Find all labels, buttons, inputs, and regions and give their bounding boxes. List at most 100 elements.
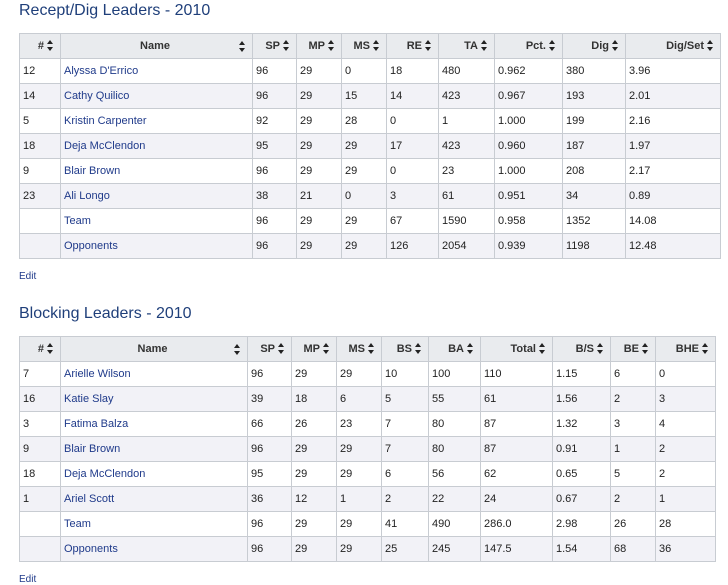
stat-cell: 2.98 xyxy=(552,511,611,537)
player-name-link[interactable]: Opponents xyxy=(60,536,248,562)
sort-icon[interactable] xyxy=(702,343,709,354)
column-header-mp[interactable]: MP xyxy=(296,33,342,59)
stat-cell: 36 xyxy=(655,536,716,562)
column-header-bhe[interactable]: BHE xyxy=(655,336,716,362)
stat-cell: 29 xyxy=(341,133,387,159)
column-header-ba[interactable]: BA xyxy=(428,336,481,362)
stat-cell: 29 xyxy=(296,83,342,109)
stat-cell: 29 xyxy=(341,233,387,259)
stat-cell: 12 xyxy=(19,58,61,84)
column-header-ta[interactable]: TA xyxy=(438,33,495,59)
stat-cell: 41 xyxy=(381,511,429,537)
sort-icon[interactable] xyxy=(278,343,285,354)
player-name-link[interactable]: Opponents xyxy=(60,233,253,259)
column-header-dig-set[interactable]: Dig/Set xyxy=(625,33,721,59)
column-header-name[interactable]: Name xyxy=(60,33,253,59)
table-row: Opponents 96 29 29 25 245 147.5 1.54 68 36 xyxy=(19,536,716,562)
sort-icon[interactable] xyxy=(328,40,335,51)
sort-icon[interactable] xyxy=(234,344,241,355)
column-header-number[interactable]: # xyxy=(19,336,61,362)
player-name-link[interactable]: Blair Brown xyxy=(60,436,248,462)
column-header-number[interactable]: # xyxy=(19,33,61,59)
stat-cell: 17 xyxy=(386,133,439,159)
sort-icon[interactable] xyxy=(47,40,54,51)
player-name-link[interactable]: Fatima Balza xyxy=(60,411,248,437)
stat-cell: 95 xyxy=(252,133,297,159)
player-name-link[interactable]: Cathy Quilico xyxy=(60,83,253,109)
stat-cell: 18 xyxy=(19,461,61,487)
player-name-link[interactable]: Ariel Scott xyxy=(60,486,248,512)
sort-icon[interactable] xyxy=(368,343,375,354)
sort-icon[interactable] xyxy=(415,343,422,354)
player-name-link[interactable]: Alyssa D'Errico xyxy=(60,58,253,84)
stat-cell: 29 xyxy=(291,511,337,537)
stat-cell: 208 xyxy=(562,158,626,184)
sort-icon[interactable] xyxy=(283,40,290,51)
edit-link[interactable]: Edit xyxy=(19,574,37,585)
sort-icon[interactable] xyxy=(323,343,330,354)
stat-cell: 1 xyxy=(19,486,61,512)
column-header-ms[interactable]: MS xyxy=(341,33,387,59)
column-header-mp[interactable]: MP xyxy=(291,336,337,362)
stat-cell: 18 xyxy=(291,386,337,412)
column-label: SP xyxy=(265,40,280,52)
stat-cell: 0.951 xyxy=(494,183,563,209)
player-name-link[interactable]: Ali Longo xyxy=(60,183,253,209)
stat-cell: 14 xyxy=(386,83,439,109)
stat-cell: 14.08 xyxy=(625,208,721,234)
player-name-link[interactable]: Deja McClendon xyxy=(60,461,248,487)
column-header-b-s[interactable]: B/S xyxy=(552,336,611,362)
player-name-link[interactable]: Team xyxy=(60,208,253,234)
sort-icon[interactable] xyxy=(239,41,246,52)
sort-icon[interactable] xyxy=(642,343,649,354)
column-header-sp[interactable]: SP xyxy=(252,33,297,59)
stat-cell: 1198 xyxy=(562,233,626,259)
column-header-be[interactable]: BE xyxy=(610,336,656,362)
column-header-ms[interactable]: MS xyxy=(336,336,382,362)
column-header-name[interactable]: Name xyxy=(60,336,248,362)
column-label: Dig/Set xyxy=(666,40,704,52)
sort-icon[interactable] xyxy=(47,343,54,354)
column-header-sp[interactable]: SP xyxy=(247,336,292,362)
player-name-link[interactable]: Arielle Wilson xyxy=(60,361,248,387)
player-name-link[interactable]: Deja McClendon xyxy=(60,133,253,159)
stat-cell: 96 xyxy=(247,511,292,537)
sort-icon[interactable] xyxy=(612,40,619,51)
table-row: 18 Deja McClendon 95 29 29 17 423 0.960 187 1.97 xyxy=(19,133,721,159)
stat-cell: 29 xyxy=(291,536,337,562)
sort-icon[interactable] xyxy=(707,40,714,51)
stat-cell: 29 xyxy=(336,461,382,487)
sort-icon[interactable] xyxy=(467,343,474,354)
column-header-dig[interactable]: Dig xyxy=(562,33,626,59)
column-label: BHE xyxy=(675,343,699,355)
player-name-link[interactable]: Blair Brown xyxy=(60,158,253,184)
stat-cell: 9 xyxy=(19,436,61,462)
sort-icon[interactable] xyxy=(481,40,488,51)
stat-cell: 23 xyxy=(336,411,382,437)
stat-cell: 29 xyxy=(296,158,342,184)
column-header-bs[interactable]: BS xyxy=(381,336,429,362)
stat-cell: 96 xyxy=(252,208,297,234)
column-header-pct[interactable]: Pct. xyxy=(494,33,563,59)
sort-icon[interactable] xyxy=(425,40,432,51)
sort-icon[interactable] xyxy=(549,40,556,51)
stat-cell: 187 xyxy=(562,133,626,159)
edit-link[interactable]: Edit xyxy=(19,271,37,282)
sort-icon[interactable] xyxy=(539,343,546,354)
stat-cell: 0.960 xyxy=(494,133,563,159)
player-name-link[interactable]: Katie Slay xyxy=(60,386,248,412)
sort-icon[interactable] xyxy=(373,40,380,51)
column-header-total[interactable]: Total xyxy=(480,336,553,362)
column-label: SP xyxy=(260,343,275,355)
stat-cell: 1352 xyxy=(562,208,626,234)
stat-cell: 55 xyxy=(428,386,481,412)
header-row: # Name SP MP MS RE TA Pct. Dig Dig/Set xyxy=(19,33,721,59)
player-name-link[interactable]: Kristin Carpenter xyxy=(60,108,253,134)
stat-cell: 24 xyxy=(480,486,553,512)
table-row: Team 96 29 29 41 490 286.0 2.98 26 28 xyxy=(19,511,716,537)
sort-icon[interactable] xyxy=(597,343,604,354)
stat-cell: 0 xyxy=(655,361,716,387)
column-header-re[interactable]: RE xyxy=(386,33,439,59)
player-name-link[interactable]: Team xyxy=(60,511,248,537)
stat-cell: 29 xyxy=(296,208,342,234)
